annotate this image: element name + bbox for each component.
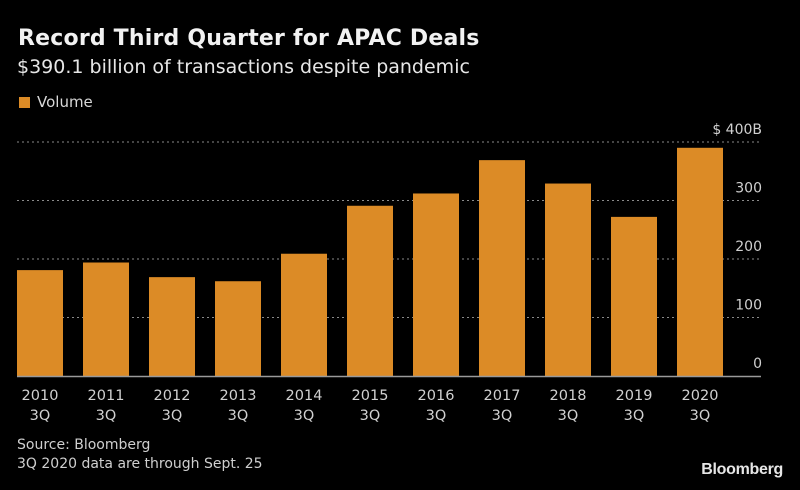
legend-label-volume: Volume: [37, 93, 93, 111]
x-tick-label-year-2011: 2011: [88, 388, 125, 404]
bar-2010: [17, 270, 63, 376]
bar-2018: [545, 183, 591, 376]
source-note: Source: Bloomberg: [17, 437, 151, 453]
bars: [17, 147, 723, 376]
x-tick-label-year-2014: 2014: [286, 388, 323, 404]
x-tick-labels: 2010 3Q 2011 3Q 2012 3Q 2013 3Q 2014 3Q 2015 3Q 2016…: [22, 388, 719, 424]
legend: Volume: [19, 93, 93, 111]
y-tick-label-200: 200: [735, 239, 762, 255]
x-tick-label-year-2018: 2018: [550, 388, 587, 404]
x-tick-label-year-2013: 2013: [220, 388, 257, 404]
y-tick-label-400: $ 400B: [712, 122, 762, 138]
x-tick-label-quarter-2019: 3Q: [624, 408, 645, 424]
bar-2013: [215, 281, 261, 376]
x-tick-label-year-2015: 2015: [352, 388, 389, 404]
chart-title: Record Third Quarter for APAC Deals: [18, 26, 480, 51]
y-tick-label-100: 100: [735, 298, 762, 314]
legend-swatch-volume: [19, 96, 30, 108]
x-tick-label-year-2012: 2012: [154, 388, 191, 404]
x-tick-label-year-2019: 2019: [616, 388, 653, 404]
x-tick-label-year-2016: 2016: [418, 388, 455, 404]
x-tick-label-year-2020: 2020: [682, 388, 719, 404]
x-tick-label-quarter-2016: 3Q: [426, 408, 447, 424]
data-note: 3Q 2020 data are through Sept. 25: [17, 456, 263, 472]
x-tick-label-quarter-2015: 3Q: [360, 408, 381, 424]
y-tick-label-0: 0: [753, 356, 762, 372]
x-tick-label-year-2010: 2010: [22, 388, 59, 404]
x-tick-label-quarter-2010: 3Q: [30, 408, 51, 424]
chart-subtitle: $390.1 billion of transactions despite p…: [17, 56, 470, 78]
x-tick-label-quarter-2014: 3Q: [294, 408, 315, 424]
bar-2020: [677, 147, 723, 376]
y-tick-labels: 0 100 200 300 $ 400B: [712, 122, 762, 372]
bar-2012: [149, 277, 195, 376]
x-tick-label-quarter-2012: 3Q: [162, 408, 183, 424]
x-tick-label-quarter-2017: 3Q: [492, 408, 513, 424]
bar-2017: [479, 160, 525, 376]
bloomberg-logo: Bloomberg: [701, 461, 783, 478]
x-tick-label-quarter-2011: 3Q: [96, 408, 117, 424]
bar-2014: [281, 253, 327, 376]
x-tick-label-year-2017: 2017: [484, 388, 521, 404]
bar-2016: [413, 193, 459, 376]
bar-2011: [83, 262, 129, 376]
bar-2019: [611, 216, 657, 376]
x-tick-label-quarter-2020: 3Q: [690, 408, 711, 424]
x-tick-label-quarter-2013: 3Q: [228, 408, 249, 424]
y-tick-label-300: 300: [735, 181, 762, 197]
x-tick-label-quarter-2018: 3Q: [558, 408, 579, 424]
bar-2015: [347, 205, 393, 376]
